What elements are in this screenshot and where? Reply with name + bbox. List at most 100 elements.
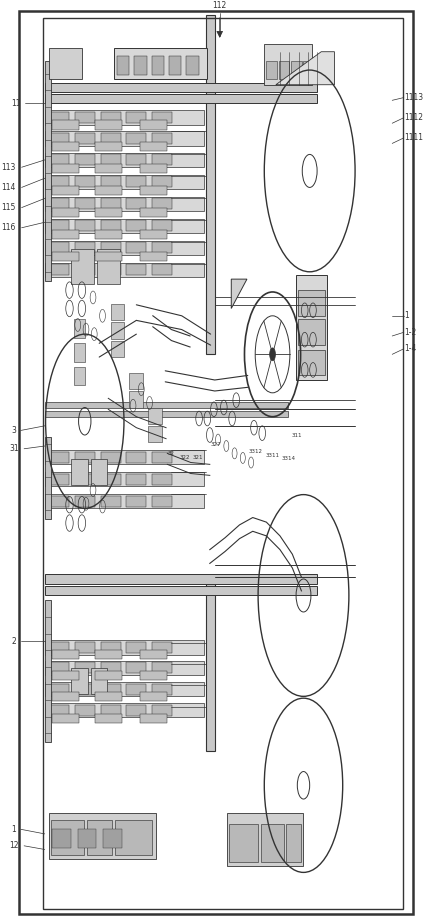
Bar	[49, 683, 69, 694]
Bar	[45, 61, 50, 281]
Bar	[297, 290, 324, 316]
Bar	[45, 494, 203, 508]
Bar	[169, 56, 181, 75]
Text: 1111: 1111	[404, 134, 423, 143]
Bar	[71, 459, 87, 484]
Bar	[126, 155, 146, 166]
Bar	[126, 242, 146, 253]
Bar	[95, 207, 122, 216]
Text: 31: 31	[9, 444, 19, 453]
Bar	[45, 402, 288, 407]
Bar	[110, 322, 124, 339]
Bar	[260, 823, 283, 862]
Bar	[49, 48, 82, 79]
Text: 311: 311	[291, 433, 301, 437]
Bar	[45, 196, 203, 211]
Bar	[101, 683, 121, 694]
Bar	[49, 705, 69, 716]
Bar	[75, 155, 95, 166]
Bar	[126, 683, 146, 694]
Bar	[45, 437, 50, 519]
Text: 1112: 1112	[404, 113, 423, 122]
Bar	[52, 229, 78, 239]
Bar	[152, 495, 171, 507]
Bar	[49, 112, 69, 123]
Bar	[152, 220, 171, 231]
Bar	[140, 121, 167, 130]
Bar	[140, 714, 167, 723]
Bar	[126, 495, 146, 507]
Bar	[95, 714, 122, 723]
Bar	[126, 264, 146, 275]
Bar	[101, 134, 121, 145]
Bar	[152, 134, 171, 145]
Bar	[152, 177, 171, 188]
Bar	[49, 242, 69, 253]
Bar	[110, 304, 124, 321]
Bar	[303, 61, 310, 79]
Bar	[75, 242, 95, 253]
Bar	[126, 662, 146, 673]
Bar	[140, 207, 167, 216]
Bar	[45, 449, 203, 464]
Bar	[75, 451, 95, 462]
Bar	[45, 575, 317, 584]
Bar	[140, 186, 167, 194]
Bar	[152, 473, 171, 484]
Bar	[45, 660, 203, 675]
Bar	[91, 668, 107, 694]
Bar	[126, 642, 146, 653]
Bar	[152, 242, 171, 253]
Bar	[49, 662, 69, 673]
Bar	[45, 411, 288, 416]
Text: 116: 116	[1, 223, 16, 232]
Bar	[140, 670, 167, 680]
Bar	[49, 642, 69, 653]
Bar	[152, 264, 171, 275]
Circle shape	[269, 348, 275, 361]
Text: 115: 115	[1, 204, 16, 212]
Text: 2: 2	[11, 636, 16, 646]
Bar	[49, 451, 69, 462]
Bar	[75, 220, 95, 231]
Bar	[52, 142, 78, 151]
Text: 113: 113	[1, 163, 16, 171]
Bar	[101, 242, 121, 253]
Bar	[101, 264, 121, 275]
Bar	[75, 683, 95, 694]
Text: 3: 3	[11, 426, 16, 435]
Bar	[126, 177, 146, 188]
Bar	[95, 692, 122, 701]
Bar	[75, 177, 95, 188]
Bar	[45, 83, 317, 92]
Text: 322: 322	[179, 455, 190, 460]
Bar	[147, 426, 162, 442]
Bar	[101, 495, 121, 507]
Bar	[45, 218, 203, 233]
Bar	[49, 198, 69, 209]
Bar	[49, 220, 69, 231]
Bar	[95, 229, 122, 239]
Bar	[52, 186, 78, 194]
Bar	[140, 164, 167, 173]
Bar	[101, 155, 121, 166]
Text: 3311: 3311	[265, 453, 279, 458]
Bar	[52, 714, 78, 723]
Bar	[45, 682, 203, 696]
Bar	[266, 61, 276, 79]
Bar	[101, 451, 121, 462]
Bar	[91, 459, 107, 484]
Bar	[52, 207, 78, 216]
Bar	[71, 668, 87, 694]
Bar	[126, 112, 146, 123]
Bar	[49, 134, 69, 145]
Bar	[147, 407, 162, 424]
Bar	[110, 341, 124, 357]
Bar	[49, 155, 69, 166]
Bar	[101, 473, 121, 484]
Bar	[43, 17, 402, 909]
Bar	[75, 134, 95, 145]
Bar	[285, 823, 301, 862]
Bar	[52, 692, 78, 701]
Bar	[49, 813, 156, 858]
